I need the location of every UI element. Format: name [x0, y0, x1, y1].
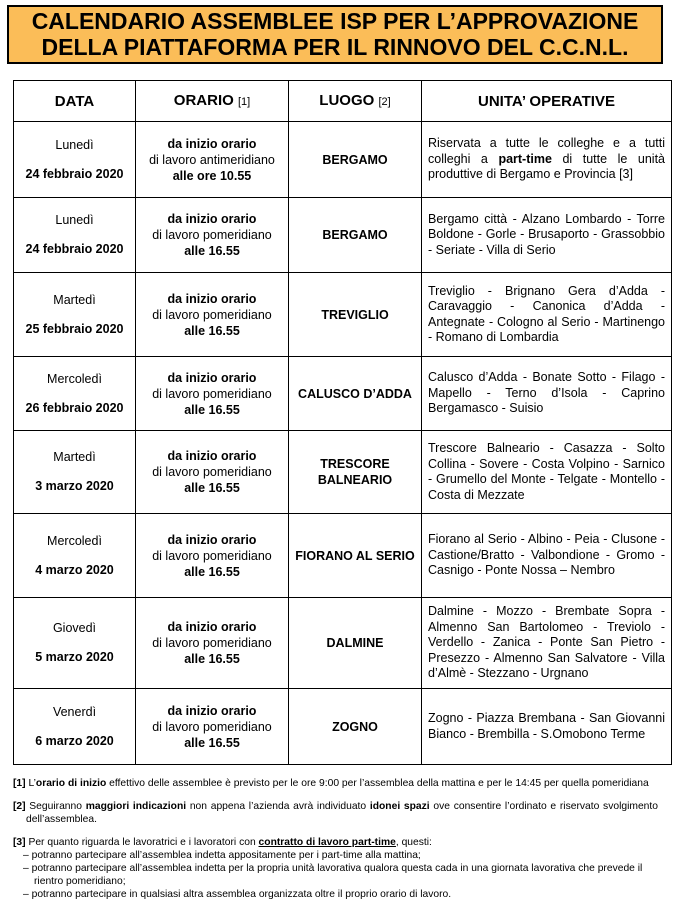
units-cell: Calusco d’Adda - Bonate Sotto - Filago -… [421, 356, 672, 431]
footnote-3-list: – potranno partecipare all’assemblea ind… [13, 849, 658, 901]
units-cell: Treviglio - Brignano Gera d’Adda - Carav… [421, 272, 672, 357]
units-cell: Trescore Balneario - Casazza - Solto Col… [421, 430, 672, 514]
date: 26 febbraio 2020 [25, 400, 124, 415]
date: 25 febbraio 2020 [25, 321, 124, 336]
table-row: Martedì 3 marzo 2020 da inizio orario di l… [13, 430, 672, 514]
list-item: – potranno partecipare all’assemblea ind… [23, 850, 421, 861]
header-luogo: LUOGO [2] [288, 80, 422, 122]
time-cell: da inizio orario di lavoro pomeridiano all… [135, 513, 289, 598]
place-cell: FIORANO AL SERIO [288, 513, 422, 598]
table-row: Mercoledì 4 marzo 2020 da inizio orario di… [13, 513, 672, 598]
footnote-3: [3] Per quanto riguarda le lavoratrici e… [13, 837, 432, 848]
document-title: CALENDARIO ASSEMBLEE ISP PER L’APPROVAZI… [7, 5, 663, 64]
title-line-1: CALENDARIO ASSEMBLEE ISP PER L’APPROVAZI… [31, 8, 639, 34]
time-cell: da inizio orario di lavoro pomeridiano all… [135, 197, 289, 273]
weekday: Mercoledì [47, 533, 102, 548]
time-cell: da inizio orario di lavoro pomeridiano all… [135, 430, 289, 514]
header-data: DATA [13, 80, 136, 122]
time-cell: da inizio orario di lavoro antimeridiano a… [135, 121, 289, 198]
date: 5 marzo 2020 [35, 650, 114, 664]
list-item: – potranno partecipare in qualsiasi altr… [23, 889, 452, 900]
units-cell: Bergamo città - Alzano Lombardo - Torre … [421, 197, 672, 273]
assembly-schedule-table: DATA ORARIO [1] LUOGO [2] UNITA’ OPERATI… [13, 80, 672, 765]
table-row: Venerdì 6 marzo 2020 da inizio orario di l… [13, 688, 672, 765]
units-cell: Zogno - Piazza Brembana - San Giovanni B… [421, 688, 672, 765]
date: 3 marzo 2020 [35, 479, 114, 493]
date-cell: Giovedì 5 marzo 2020 [13, 597, 136, 689]
weekday: Martedì [53, 450, 96, 464]
place-cell: BERGAMO [288, 197, 422, 273]
time-cell: da inizio orario di lavoro pomeridiano all… [135, 272, 289, 357]
header-orario: ORARIO [1] [135, 80, 289, 122]
place-cell: TREVIGLIO [288, 272, 422, 357]
date: 4 marzo 2020 [35, 562, 114, 577]
units-cell: Dalmine - Mozzo - Brembate Sopra - Almen… [421, 597, 672, 689]
weekday: Martedì [53, 292, 96, 307]
footnote-2: [2] Seguiranno maggiori indicazioni non … [13, 801, 658, 825]
table-row: Giovedì 5 marzo 2020 da inizio orario di l… [13, 597, 672, 689]
list-item: – potranno partecipare all’assemblea ind… [23, 863, 643, 887]
table-row: Martedì 25 febbraio 2020 da inizio orario… [13, 272, 672, 357]
table-row: Mercoledì 26 febbraio 2020 da inizio orar… [13, 356, 672, 431]
date-cell: Venerdì 6 marzo 2020 [13, 688, 136, 765]
table-row: Lunedì 24 febbraio 2020 da inizio orario d… [13, 197, 672, 273]
date: 24 febbraio 2020 [25, 166, 124, 181]
time-cell: da inizio orario di lavoro pomeridiano all… [135, 597, 289, 689]
weekday: Lunedì [55, 137, 94, 152]
footnote-1: [1] L’orario di inizio effettivo delle a… [13, 778, 649, 789]
time-cell: da inizio orario di lavoro pomeridiano all… [135, 688, 289, 765]
place-cell: BERGAMO [288, 121, 422, 198]
table-row: Lunedì 24 febbraio 2020 da inizio orario d… [13, 121, 672, 198]
date-cell: Lunedì 24 febbraio 2020 [13, 197, 136, 273]
weekday: Giovedì [52, 621, 97, 635]
date-cell: Martedì 3 marzo 2020 [13, 430, 136, 514]
date-cell: Martedì 25 febbraio 2020 [13, 272, 136, 357]
header-unita: UNITA’ OPERATIVE [421, 80, 672, 122]
date: 24 febbraio 2020 [25, 242, 124, 256]
date-cell: Mercoledì 26 febbraio 2020 [13, 356, 136, 431]
time-cell: da inizio orario di lavoro pomeridiano all… [135, 356, 289, 431]
place-cell: ZOGNO [288, 688, 422, 765]
weekday: Mercoledì [47, 371, 102, 386]
date-cell: Mercoledì 4 marzo 2020 [13, 513, 136, 598]
place-cell: DALMINE [288, 597, 422, 689]
date-cell: Lunedì 24 febbraio 2020 [13, 121, 136, 198]
units-cell: Riservata a tutte le colleghe e a tutti … [421, 121, 672, 198]
weekday: Venerdì [52, 704, 97, 719]
place-cell: TRESCORE BALNEARIO [288, 430, 422, 514]
place-cell: CALUSCO D’ADDA [288, 356, 422, 431]
weekday: Lunedì [55, 213, 94, 227]
footnotes: [1] L’orario di inizio effettivo delle a… [13, 777, 658, 901]
date: 6 marzo 2020 [35, 733, 114, 748]
title-line-2: DELLA PIATTAFORMA PER IL RINNOVO DEL C.C… [41, 34, 629, 60]
units-cell: Fiorano al Serio - Albino - Peia - Cluso… [421, 513, 672, 598]
table-header: DATA ORARIO [1] LUOGO [2] UNITA’ OPERATI… [13, 80, 672, 122]
